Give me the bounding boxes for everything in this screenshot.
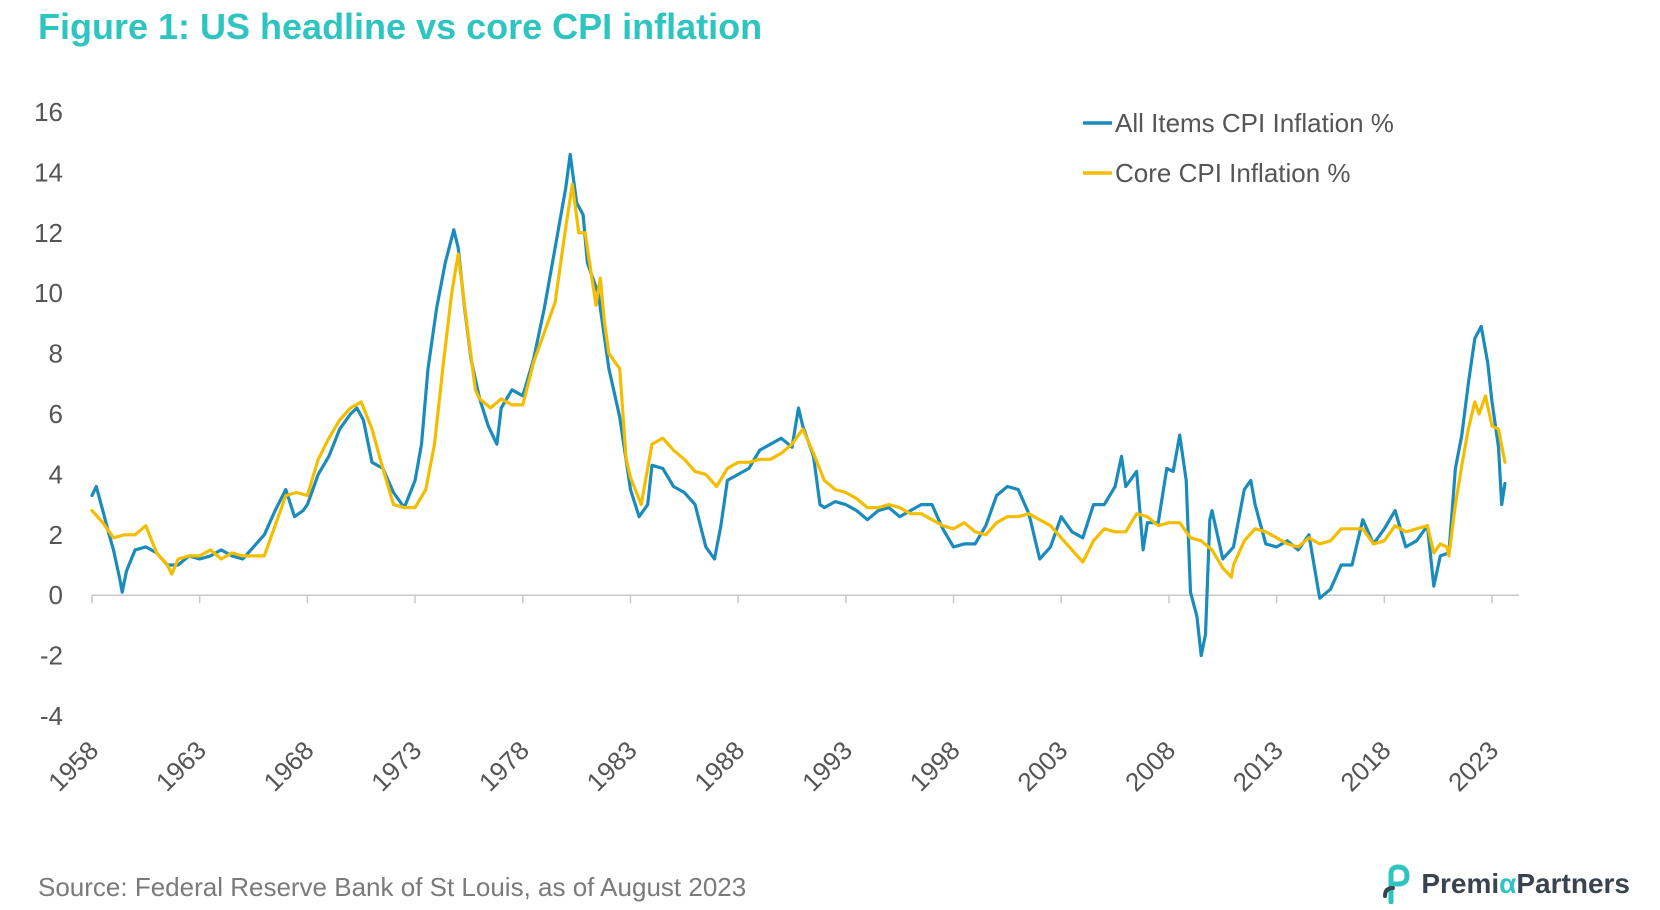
x-tick-label: 1998 bbox=[904, 735, 966, 797]
logo-alpha: α bbox=[1499, 868, 1517, 899]
y-tick-label: 16 bbox=[34, 97, 63, 127]
legend-label: Core CPI Inflation % bbox=[1115, 158, 1351, 188]
x-tick-label: 1983 bbox=[581, 735, 643, 797]
y-tick-label: 8 bbox=[49, 339, 63, 369]
x-axis-ticks: 1958 1963 1968 1973 1978 1983 1988 1993 1998 2003… bbox=[42, 595, 1504, 797]
y-tick-label: 0 bbox=[49, 580, 63, 610]
y-tick-label: 10 bbox=[34, 278, 63, 308]
y-tick-label: -2 bbox=[40, 641, 63, 671]
y-tick-label: 4 bbox=[49, 459, 63, 489]
series-line-all-items-cpi bbox=[90, 152, 1507, 658]
y-tick-label: -4 bbox=[40, 701, 63, 731]
series-lines bbox=[90, 152, 1507, 658]
x-tick-label: 1973 bbox=[365, 735, 427, 797]
x-tick-label: 1978 bbox=[473, 735, 535, 797]
series-line-core-cpi bbox=[90, 182, 1507, 579]
y-axis-ticks: -4 -2 0 2 4 6 8 10 12 14 16 bbox=[34, 97, 63, 731]
x-tick-label: 2013 bbox=[1227, 735, 1289, 797]
logo-part-1: Premi bbox=[1421, 868, 1500, 899]
x-tick-label: 1993 bbox=[796, 735, 858, 797]
y-tick-label: 2 bbox=[49, 520, 63, 550]
premia-partners-logo: PremiαPartners bbox=[1381, 864, 1630, 904]
x-tick-label: 2008 bbox=[1119, 735, 1181, 797]
logo-mark-icon bbox=[1383, 864, 1410, 904]
x-tick-label: 1988 bbox=[688, 735, 750, 797]
x-tick-label: 1963 bbox=[150, 735, 212, 797]
logo-wordmark: PremiαPartners bbox=[1421, 868, 1630, 900]
x-tick-label: 2023 bbox=[1442, 735, 1504, 797]
y-tick-label: 6 bbox=[49, 399, 63, 429]
figure-title: Figure 1: US headline vs core CPI inflat… bbox=[38, 6, 763, 47]
x-tick-label: 1958 bbox=[42, 735, 104, 797]
y-tick-label: 12 bbox=[34, 218, 63, 248]
legend: All Items CPI Inflation % Core CPI Inflat… bbox=[1083, 108, 1394, 188]
x-tick-label: 2003 bbox=[1011, 735, 1073, 797]
source-note: Source: Federal Reserve Bank of St Louis… bbox=[38, 872, 747, 902]
x-tick-label: 2018 bbox=[1334, 735, 1396, 797]
y-tick-label: 14 bbox=[34, 157, 63, 187]
legend-label: All Items CPI Inflation % bbox=[1115, 108, 1394, 138]
x-tick-label: 1968 bbox=[258, 735, 320, 797]
logo-part-2: Partners bbox=[1516, 868, 1630, 899]
